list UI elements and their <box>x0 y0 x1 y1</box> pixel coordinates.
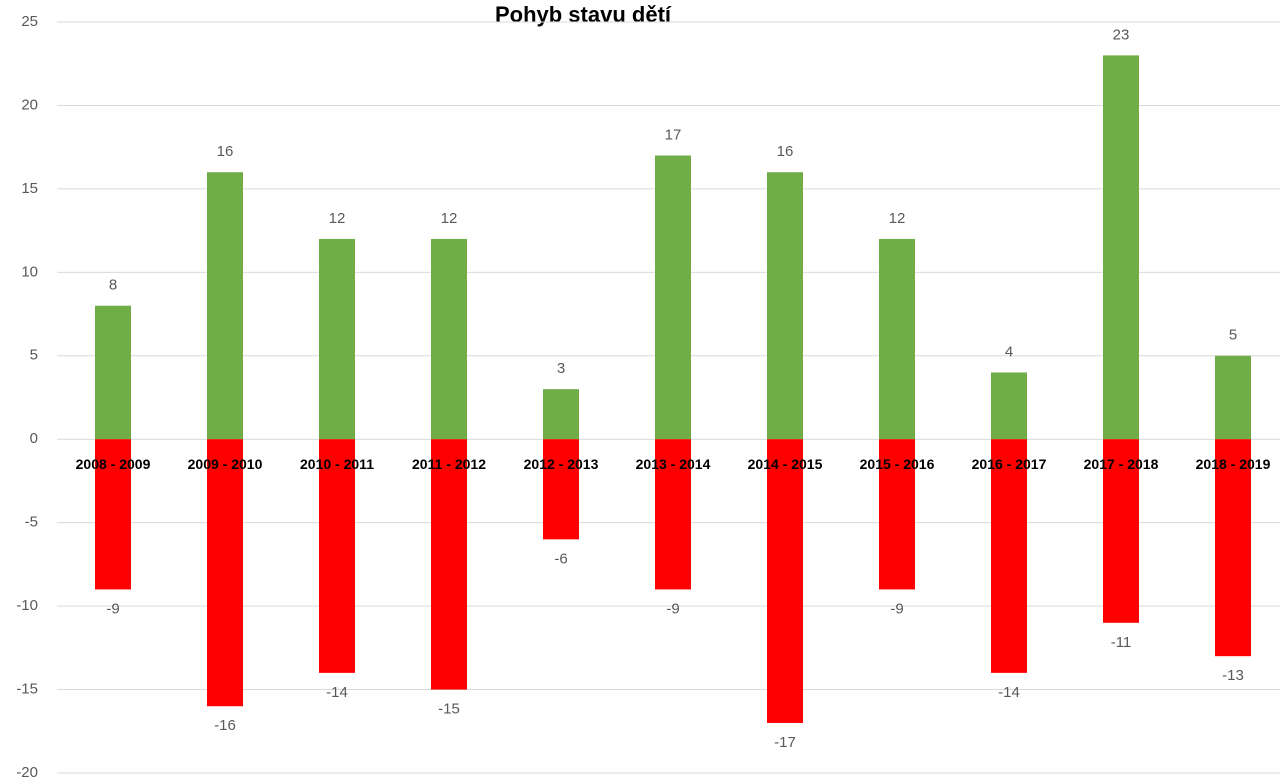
data-label: -9 <box>890 600 903 617</box>
bar <box>1215 439 1251 657</box>
x-tick-label: 2017 - 2018 <box>1084 456 1159 472</box>
data-label: -9 <box>666 600 679 617</box>
data-label: -14 <box>998 684 1020 701</box>
data-label: 16 <box>217 143 234 160</box>
bar <box>207 172 243 440</box>
data-label: -17 <box>774 734 796 751</box>
x-tick-label: 2015 - 2016 <box>860 456 935 472</box>
data-label: 3 <box>557 360 565 377</box>
bar <box>431 439 467 690</box>
y-tick-label: -10 <box>16 597 38 614</box>
bar <box>879 238 915 440</box>
bar <box>991 439 1027 673</box>
bar <box>879 439 915 590</box>
chart-title: Pohyb stavu dětí <box>495 2 672 27</box>
bar <box>543 389 579 440</box>
data-label: -11 <box>1111 634 1132 651</box>
y-tick-label: -15 <box>16 681 38 698</box>
y-tick-label: 25 <box>21 13 38 30</box>
y-tick-label: -5 <box>25 514 38 531</box>
x-tick-label: 2016 - 2017 <box>972 456 1047 472</box>
bar <box>991 372 1027 440</box>
bar <box>655 439 691 590</box>
bar <box>1103 55 1139 440</box>
y-tick-label: 20 <box>21 96 38 113</box>
bar <box>543 439 579 540</box>
bar <box>431 238 467 440</box>
bar <box>319 238 355 440</box>
data-label: 12 <box>441 210 458 227</box>
data-label: 16 <box>777 143 794 160</box>
data-label: 23 <box>1113 26 1130 43</box>
y-tick-label: 15 <box>21 180 38 197</box>
y-tick-label: 0 <box>30 430 38 447</box>
data-label: 5 <box>1229 327 1237 344</box>
x-tick-label: 2013 - 2014 <box>636 456 711 472</box>
bar <box>767 439 803 723</box>
data-label: 12 <box>329 210 346 227</box>
y-tick-label: -20 <box>16 764 38 781</box>
bar <box>95 305 131 440</box>
data-label: -13 <box>1222 667 1244 684</box>
x-tick-label: 2012 - 2013 <box>524 456 599 472</box>
data-label: -15 <box>438 701 460 718</box>
x-tick-label: 2011 - 2012 <box>412 456 486 472</box>
bar <box>1215 355 1251 440</box>
data-label: 12 <box>889 210 906 227</box>
bar <box>767 172 803 440</box>
data-label: -6 <box>554 550 567 567</box>
bar <box>95 439 131 590</box>
y-tick-label: 10 <box>21 263 38 280</box>
data-label: 4 <box>1005 343 1013 360</box>
bar <box>655 155 691 440</box>
x-tick-label: 2014 - 2015 <box>748 456 823 472</box>
data-label: -16 <box>214 717 236 734</box>
bar <box>319 439 355 673</box>
y-tick-label: 5 <box>30 347 38 364</box>
data-label: 8 <box>109 277 117 294</box>
bar <box>207 439 243 707</box>
x-tick-label: 2008 - 2009 <box>76 456 151 472</box>
data-label: -9 <box>106 600 119 617</box>
data-label: -14 <box>326 684 348 701</box>
data-label: 17 <box>665 126 682 143</box>
bar <box>1103 439 1139 623</box>
x-tick-label: 2009 - 2010 <box>188 456 263 472</box>
x-tick-label: 2010 - 2011 <box>300 456 374 472</box>
x-tick-label: 2018 - 2019 <box>1196 456 1271 472</box>
